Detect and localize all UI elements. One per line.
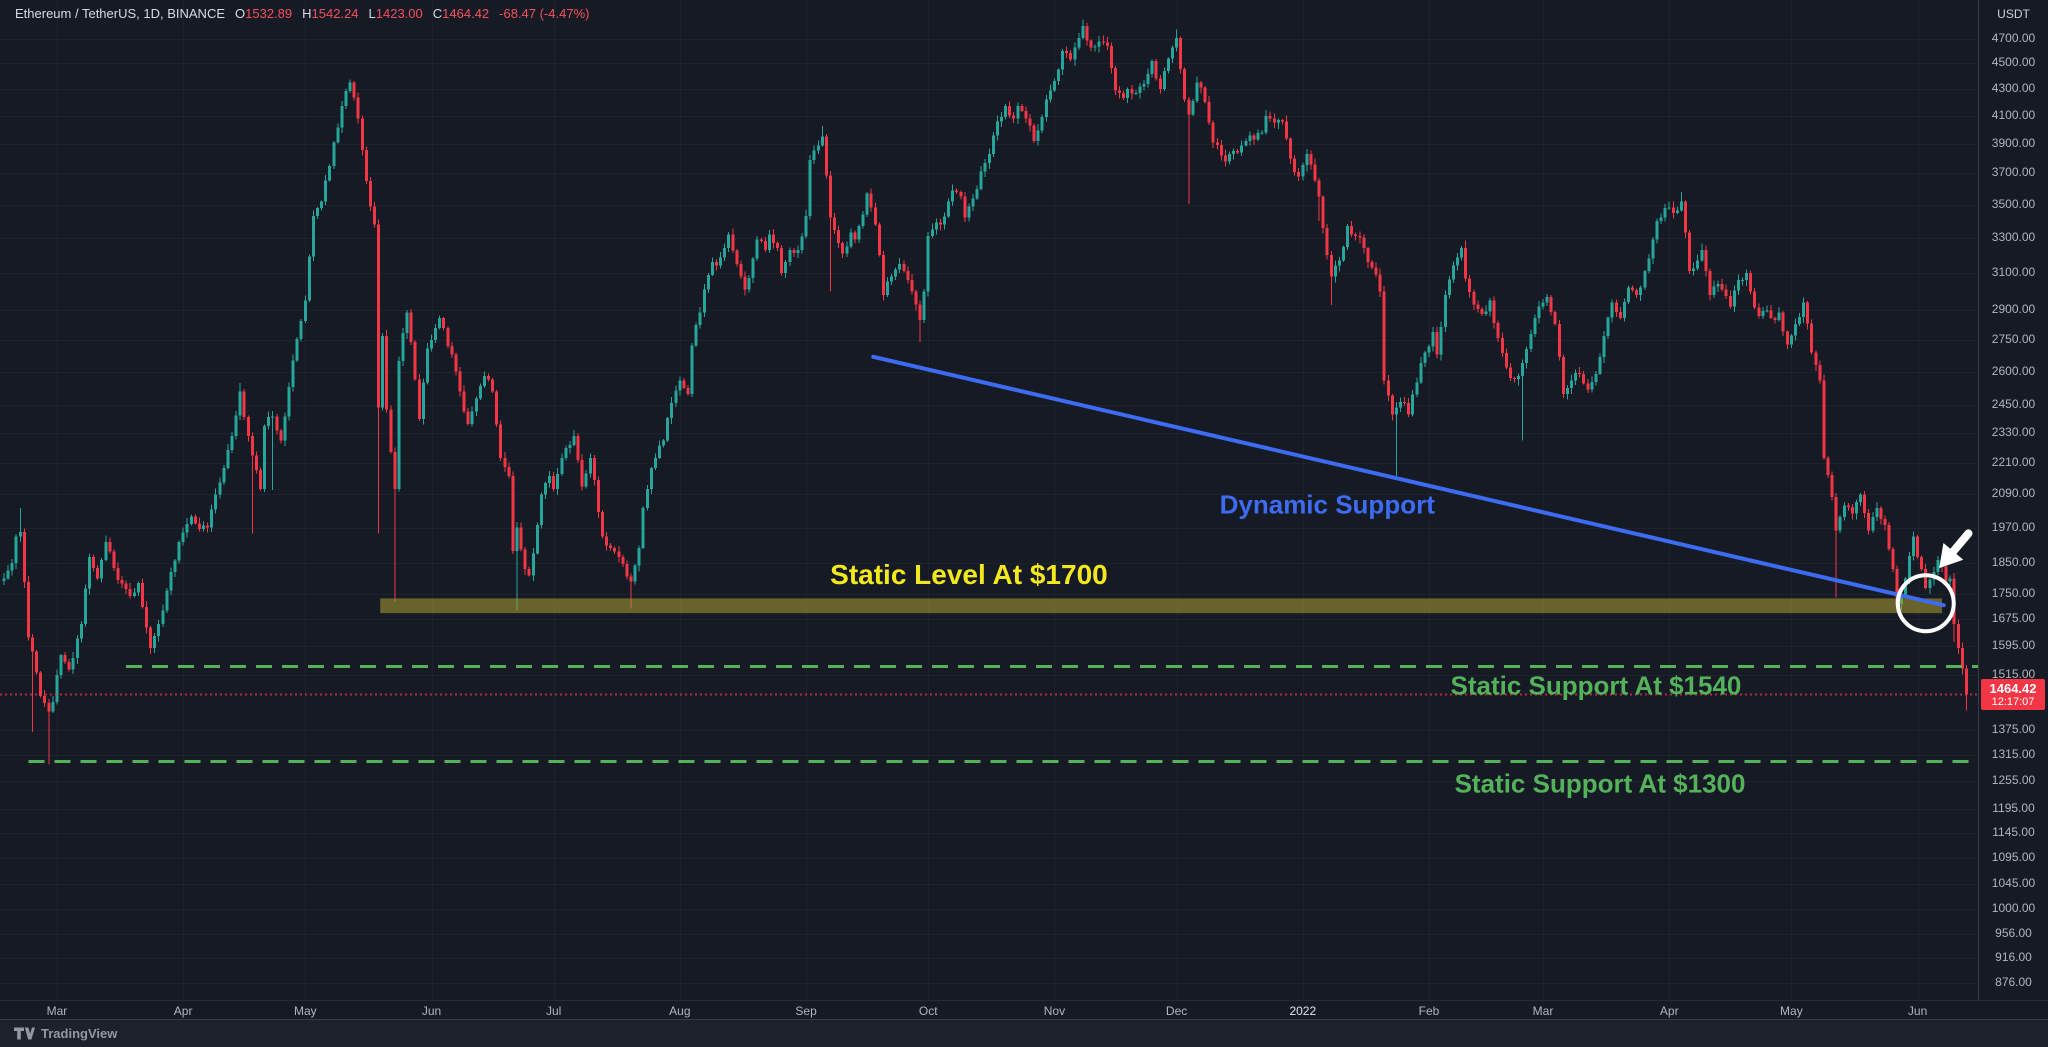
- open-value: 1532.89: [245, 6, 293, 21]
- change-value: -68.47 (-4.47%): [499, 6, 590, 21]
- footer-bar: TradingView: [0, 1019, 2048, 1047]
- price-tick: 3900.00: [1991, 135, 2036, 150]
- currency-label: USDT: [1997, 7, 2030, 21]
- arrow-head[interactable]: [1939, 542, 1964, 569]
- price-tick: 1850.00: [1991, 554, 2036, 569]
- low-label: L: [368, 6, 376, 21]
- price-tick: 1315.00: [1991, 746, 2036, 761]
- time-tick-may: May: [293, 1004, 317, 1018]
- chart-plot-svg[interactable]: [0, 0, 1978, 1000]
- price-tick: 4300.00: [1991, 80, 2036, 95]
- open-label: O: [235, 6, 246, 21]
- price-tick: 3700.00: [1991, 165, 2036, 180]
- price-tick: 3100.00: [1991, 264, 2036, 279]
- price-tick: 2330.00: [1991, 425, 2036, 440]
- breakdown-highlight-circle[interactable]: [1895, 573, 1956, 634]
- time-tick-mar: Mar: [46, 1004, 68, 1018]
- price-tick: 4500.00: [1991, 55, 2036, 70]
- tradingview-logo[interactable]: TradingView: [14, 1026, 117, 1041]
- time-tick-mar: Mar: [1532, 1004, 1554, 1018]
- time-tick-nov: Nov: [1043, 1004, 1066, 1018]
- price-tick: 1750.00: [1991, 586, 2036, 601]
- time-tick-oct: Oct: [918, 1004, 938, 1018]
- dynamic-support-label[interactable]: Dynamic Support: [1219, 489, 1435, 520]
- time-tick-apr: Apr: [173, 1004, 193, 1018]
- time-tick-may: May: [1780, 1004, 1803, 1018]
- price-tick: 1000.00: [1991, 900, 2036, 915]
- price-tick: 1595.00: [1991, 638, 2036, 653]
- price-tick: 1195.00: [1992, 800, 2035, 815]
- price-tick: 4700.00: [1991, 31, 2036, 45]
- time-tick-sep: Sep: [795, 1004, 817, 1018]
- close-value: 1464.42: [442, 6, 490, 21]
- price-tick: 876.00: [1995, 975, 2032, 990]
- time-tick-jun: Jun: [421, 1004, 442, 1018]
- price-tick: 1255.00: [1991, 773, 2036, 788]
- price-tick: 916.00: [1995, 950, 2032, 964]
- close-label: C: [432, 6, 443, 21]
- candlestick-series: [2, 19, 1968, 765]
- price-tick: 1045.00: [1991, 875, 2036, 890]
- price-tick: 2210.00: [1991, 455, 2036, 470]
- price-tick: 1675.00: [1991, 610, 2036, 625]
- time-tick-aug: Aug: [669, 1004, 691, 1018]
- price-tick: 2450.00: [1991, 397, 2036, 412]
- price-tick: 4100.00: [1991, 107, 2036, 122]
- price-tick: 1095.00: [1991, 849, 2036, 864]
- static-support-1540-label[interactable]: Static Support At $1540: [1450, 670, 1742, 701]
- chart-canvas[interactable]: Ethereum / TetherUS, 1D, BINANCE O1532.89…: [0, 0, 1978, 1000]
- static-support-1300-label[interactable]: Static Support At $1300: [1454, 768, 1746, 799]
- last-price-value: 1464.42: [1989, 681, 2037, 697]
- time-tick-jun: Jun: [1907, 1004, 1928, 1018]
- price-tick: 2090.00: [1991, 486, 2036, 501]
- price-tick: 956.00: [1995, 925, 2032, 940]
- price-tick: 1515.00: [1991, 667, 2036, 682]
- last-price-badge: 1464.42 12:17:07: [1981, 679, 2045, 711]
- bar-countdown: 12:17:07: [1991, 696, 2035, 709]
- symbol-title[interactable]: Ethereum / TetherUS, 1D, BINANCE: [15, 6, 226, 21]
- high-label: H: [302, 6, 312, 21]
- price-tick: 1970.00: [1991, 519, 2036, 534]
- price-tick: 3500.00: [1991, 196, 2036, 211]
- low-value: 1423.00: [375, 6, 423, 21]
- price-tick: 1375.00: [1991, 721, 2036, 736]
- price-tick: 1145.00: [1992, 824, 2035, 839]
- time-tick-2022: 2022: [1289, 1004, 1317, 1018]
- price-tick: 2750.00: [1991, 332, 2036, 347]
- symbol-legend[interactable]: Ethereum / TetherUS, 1D, BINANCE O1532.89…: [15, 6, 589, 21]
- price-tick: 3300.00: [1991, 229, 2036, 244]
- price-axis[interactable]: USDT 4700.00 4500.00 4300.00 4100.00 3900.00…: [1978, 0, 2048, 1000]
- static-level-band[interactable]: [380, 598, 1943, 614]
- dynamic-support-trendline[interactable]: [871, 354, 1946, 608]
- price-tick: 2600.00: [1991, 363, 2036, 378]
- tradingview-brand-text: TradingView: [41, 1026, 118, 1041]
- time-axis[interactable]: Mar Apr May Jun Jul Aug Sep Oct Nov Dec 2022 Feb Mar…: [0, 1000, 2048, 1019]
- time-tick-dec: Dec: [1165, 1004, 1188, 1018]
- tradingview-logo-icon: [14, 1027, 35, 1040]
- time-tick-jul: Jul: [545, 1004, 562, 1018]
- time-tick-feb: Feb: [1418, 1004, 1440, 1018]
- static-level-1700-label[interactable]: Static Level At $1700: [830, 558, 1108, 590]
- high-value: 1542.24: [311, 6, 359, 21]
- time-tick-apr: Apr: [1659, 1004, 1679, 1018]
- price-tick: 2900.00: [1991, 302, 2036, 317]
